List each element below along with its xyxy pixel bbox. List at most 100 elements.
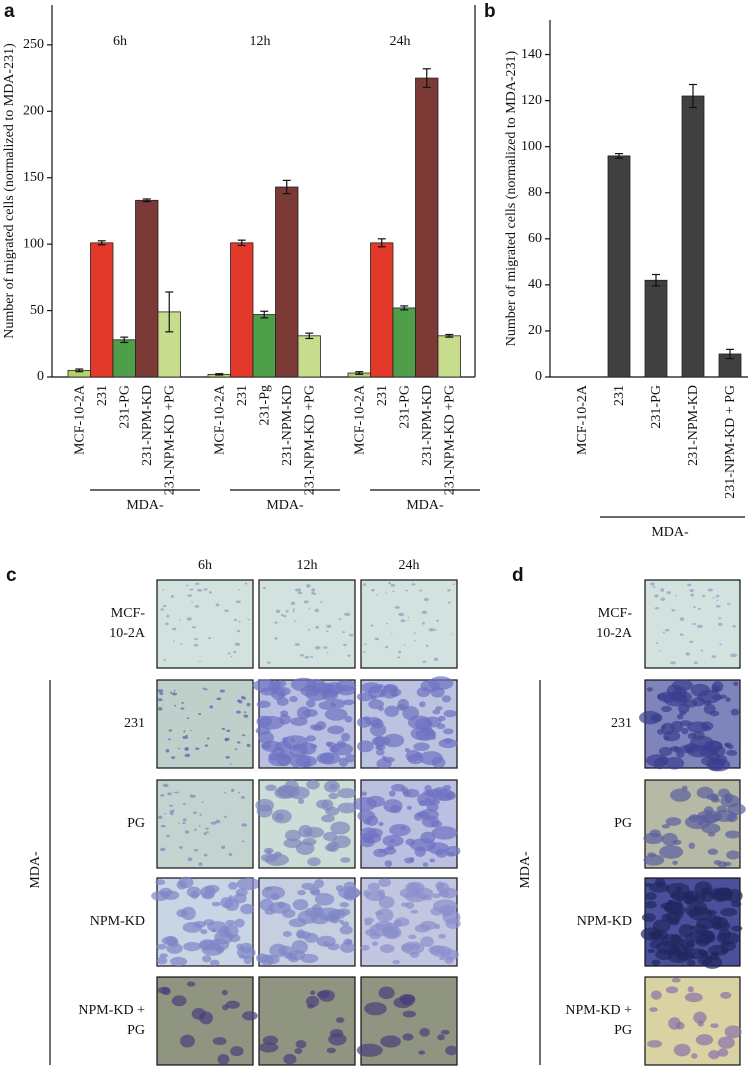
y-axis-label: Number of migrated cells (normalized to … [504,50,519,346]
cell [222,1004,229,1011]
cell [378,986,395,1000]
row-label: 10-2A [596,626,633,641]
cell [376,594,378,596]
cell [187,594,192,597]
cell [282,931,292,937]
cell [724,743,730,748]
group-label: MDA- [651,525,689,540]
row-label: NPM-KD + [78,1003,145,1018]
cell [650,990,662,1000]
cell [731,925,743,932]
cell [236,741,241,744]
cell [215,603,220,607]
cell [413,632,416,634]
cell [203,832,208,836]
cell [356,1043,383,1057]
cell [649,1007,658,1012]
cell [159,887,173,897]
cell [233,650,237,654]
column-label: 12h [297,558,318,573]
cell [221,845,226,849]
cell [660,588,665,592]
bar [275,186,299,378]
cell [327,725,345,735]
cell [292,610,295,613]
cell [419,751,443,765]
row-label: PG [127,816,145,831]
bar [370,242,394,378]
cell [404,857,415,864]
cell [711,655,717,658]
cell [421,610,428,614]
cell [446,851,455,857]
cell [452,583,455,586]
x-tick-label: 231 [235,385,250,406]
cell [311,588,316,592]
cell [712,916,722,922]
cell [199,660,201,663]
cell [435,706,443,711]
group-label: MDA- [266,498,304,513]
cell [724,1025,742,1039]
x-tick-label: 231-NPM-KD +PG [162,385,177,495]
cell [713,860,722,865]
cell [684,992,703,1003]
cell [225,1000,240,1009]
cell [389,688,402,697]
cell [198,824,201,827]
cell [241,696,247,700]
cell [159,953,169,958]
cell [402,1010,417,1018]
cell [201,890,215,900]
cell [303,709,318,718]
cell [447,589,451,592]
bar [437,335,461,378]
cell [276,697,289,706]
cell [445,1045,458,1056]
cell [385,645,389,649]
cell [712,597,715,599]
cell [716,932,741,945]
cell [166,943,183,954]
cell [264,955,280,965]
cell [299,654,305,657]
bar [607,155,631,378]
cell [410,909,419,914]
cell [711,688,719,694]
cell [265,784,277,792]
y-tick-label: 120 [521,93,542,108]
cell [280,613,284,617]
cell [373,735,386,748]
cell [397,656,401,659]
cell [715,605,721,608]
cell [413,742,430,751]
cell [246,702,251,707]
cell [292,899,309,911]
cell [389,790,396,797]
cell [277,901,286,909]
cell [314,879,325,889]
cell [700,721,714,731]
cell [184,748,189,751]
cell [225,756,230,759]
cell [720,907,738,917]
cell [437,1034,445,1041]
cell [439,956,445,961]
cell [236,710,241,714]
cell [306,779,320,790]
cell [371,718,384,729]
cell [661,832,678,846]
row-label: MCF- [111,606,146,621]
cell [193,849,199,852]
cell [434,629,437,631]
cell [170,691,173,694]
y-tick-label: 200 [23,104,44,119]
cell [433,657,439,662]
cell [419,1027,430,1037]
cell [421,815,440,828]
cell [307,857,321,867]
cell [307,628,311,631]
cell [371,941,379,947]
cell [447,601,451,604]
cell [283,838,303,849]
